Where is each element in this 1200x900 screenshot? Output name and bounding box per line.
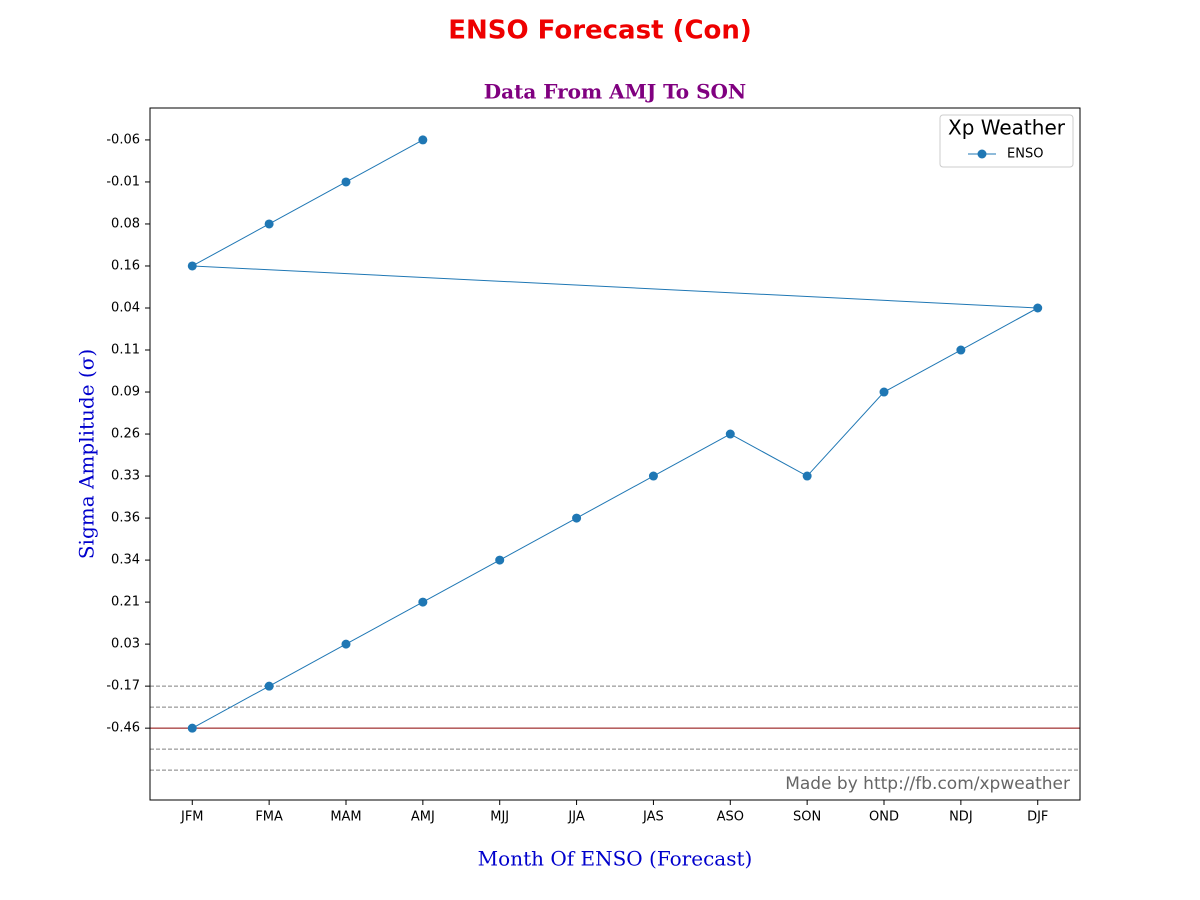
data-point [495, 555, 505, 565]
data-point [264, 219, 274, 229]
data-point [264, 681, 274, 691]
y-tick-label: 0.36 [111, 511, 140, 526]
x-axis-label: Month Of ENSO (Forecast) [478, 847, 753, 871]
chart-subtitle: Data From AMJ To SON [484, 80, 746, 104]
y-tick-label: 0.11 [111, 343, 140, 358]
y-tick-label: 0.04 [111, 300, 140, 315]
y-axis-label: Sigma Amplitude (σ) [75, 349, 99, 559]
y-tick-label: 0.21 [111, 595, 140, 610]
y-tick-label: -0.46 [106, 721, 140, 736]
y-tick-label: 0.03 [111, 637, 140, 652]
legend-title: Xp Weather [948, 116, 1066, 140]
data-point [648, 471, 658, 481]
x-tick-label: SON [793, 810, 821, 825]
plot-frame [149, 107, 1081, 801]
y-tick-label: -0.06 [106, 132, 140, 147]
x-tick-label: AMJ [411, 810, 435, 825]
y-tick-label: 0.16 [111, 258, 140, 273]
x-tick-label: DJF [1027, 810, 1048, 825]
data-point [418, 597, 428, 607]
data-point [879, 387, 889, 397]
x-tick-label: JFM [180, 810, 204, 825]
data-line [190, 139, 1040, 729]
data-point [802, 471, 812, 481]
x-tick-label: ASO [717, 810, 744, 825]
x-tick-label: OND [869, 810, 899, 825]
x-tick-label: JAS [642, 810, 664, 825]
x-tick-label: JJA [567, 810, 584, 825]
y-tick-label: -0.01 [106, 174, 140, 189]
y-tick-label: 0.09 [111, 385, 140, 400]
data-point [341, 639, 351, 649]
y-tick-label: 0.34 [111, 553, 140, 568]
x-tick-label: MJJ [490, 810, 509, 825]
data-point [187, 261, 197, 271]
legend-marker [977, 149, 987, 159]
data-point [572, 513, 582, 523]
x-tick-label: NDJ [949, 810, 973, 825]
data-point [725, 429, 735, 439]
y-tick-label: 0.26 [111, 427, 140, 442]
legend-label: ENSO [1007, 147, 1043, 162]
x-tick-label: MAM [330, 810, 361, 825]
data-point [956, 345, 966, 355]
chart-title: ENSO Forecast (Con) [448, 16, 752, 46]
y-tick-label: -0.17 [106, 679, 140, 694]
y-tick-label: 0.08 [111, 216, 140, 231]
data-point [418, 135, 428, 145]
data-point [187, 723, 197, 733]
data-point [1033, 303, 1043, 313]
y-tick-label: 0.33 [111, 469, 140, 484]
watermark: Made by http://fb.com/xpweather [785, 774, 1070, 794]
x-tick-label: FMA [255, 810, 283, 825]
data-point [341, 177, 351, 187]
